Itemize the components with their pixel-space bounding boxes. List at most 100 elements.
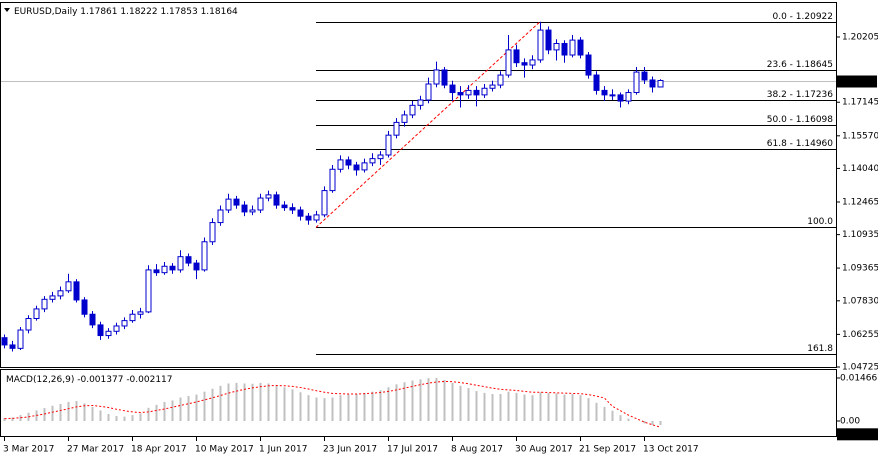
candle-body [441, 69, 448, 86]
candle-body [537, 29, 544, 61]
candle-body [225, 198, 232, 211]
candle-body [353, 164, 360, 171]
candle-body [193, 262, 200, 271]
candle-body [273, 194, 280, 206]
candle-body [569, 39, 576, 56]
candle-body [25, 318, 32, 331]
candle-body [513, 49, 520, 64]
y-tick-label: 1.04725 [842, 363, 878, 373]
y-tick-label: 0.00 [840, 416, 860, 426]
low-value: 1.17853 [160, 7, 197, 17]
candle-body [561, 43, 568, 56]
signal-line [4, 380, 661, 428]
candle-body [73, 281, 80, 301]
x-tick-label: 10 May 2017 [195, 445, 254, 455]
candle-body [529, 59, 536, 66]
candle-body [297, 209, 304, 217]
macd-header: MACD(12,26,9) -0.001377 -0.002117 [6, 375, 173, 385]
x-tick-label: 3 Mar 2017 [3, 445, 54, 455]
macd-panel-frame [0, 369, 837, 437]
candle-body [473, 89, 480, 96]
candle-body [465, 89, 472, 96]
candle-body [369, 158, 376, 164]
candle-body [153, 269, 160, 274]
candle-body [593, 74, 600, 91]
candle-body [241, 204, 248, 213]
candle-body [329, 168, 336, 192]
candle-body [505, 49, 512, 76]
fib-level-label: 100.0 [807, 217, 833, 227]
macd-title: MACD(12,26,9) [6, 375, 74, 385]
candle-body [585, 54, 592, 76]
candle-body [385, 134, 392, 156]
candle-body [233, 198, 240, 206]
candle-body [641, 71, 648, 81]
candle-body [9, 344, 16, 349]
fib-level-label: 61.8 - 1.14960 [767, 139, 833, 149]
candle-body [113, 325, 120, 332]
candle-body [201, 241, 208, 271]
macd-value: -0.001377 [77, 375, 123, 385]
x-tick-label: 18 Apr 2017 [131, 445, 187, 455]
candle-body [545, 29, 552, 51]
x-tick-label: 21 Sep 2017 [579, 445, 636, 455]
candle-body [33, 308, 40, 320]
candle-body [577, 39, 584, 56]
candle-body [57, 290, 64, 297]
chart-header: EURUSD,Daily 1.17861 1.18222 1.17853 1.1… [14, 7, 238, 17]
candle-body [625, 92, 632, 102]
candle-body [649, 79, 656, 88]
candle-body [417, 99, 424, 106]
candle-body [553, 43, 560, 51]
price-panel-frame [0, 2, 837, 368]
candle-body [137, 311, 144, 315]
candle-body [321, 190, 328, 216]
x-tick-label: 17 Jul 2017 [387, 445, 438, 455]
open-value: 1.17861 [80, 7, 117, 17]
candle-body [617, 94, 624, 102]
y-tick-label: -0.004545 [840, 430, 878, 440]
menu-arrow[interactable] [4, 8, 10, 12]
candle-body [449, 84, 456, 94]
candle-body [305, 215, 312, 221]
candle-body [657, 80, 664, 88]
candle-body [65, 281, 72, 292]
candle-body [17, 329, 24, 349]
candle-body [169, 265, 176, 271]
y-tick-label: 0.01466 [840, 374, 877, 384]
candle-body [345, 159, 352, 166]
fib-level-label: 161.8 [807, 344, 833, 354]
y-tick-box [837, 428, 878, 441]
y-tick-label: 1.07830 [842, 296, 878, 306]
candle-body [601, 89, 608, 96]
close-value: 1.18164 [201, 7, 238, 17]
candle-body [425, 83, 432, 101]
candle-body [89, 313, 96, 326]
candle-body [281, 204, 288, 209]
candle-body [121, 320, 128, 327]
y-tick-label: 1.14040 [842, 164, 878, 174]
signal-value: -0.002117 [126, 375, 172, 385]
candle-body [41, 298, 48, 310]
candle-body [81, 299, 88, 315]
candle-body [145, 269, 152, 313]
candle-body [97, 324, 104, 337]
y-tick-label: 1.12465 [842, 198, 878, 208]
candle-body [377, 154, 384, 160]
x-tick-label: 27 Mar 2017 [67, 445, 124, 455]
candle-body [49, 295, 56, 300]
fib-level-label: 38.2 - 1.17236 [767, 90, 833, 100]
candle-body [401, 114, 408, 123]
x-tick-label: 8 Aug 2017 [451, 445, 503, 455]
y-tick-label: 1.20205 [842, 33, 878, 43]
candle-body [257, 197, 264, 211]
fib-trend-line [315, 21, 541, 228]
current-price-box [837, 75, 877, 88]
x-tick-label: 1 Jun 2017 [259, 445, 307, 455]
candle-body [633, 71, 640, 94]
x-tick-label: 23 Jun 2017 [323, 445, 377, 455]
candle-body [489, 84, 496, 89]
candle-body [393, 121, 400, 136]
candle-body [265, 194, 272, 199]
